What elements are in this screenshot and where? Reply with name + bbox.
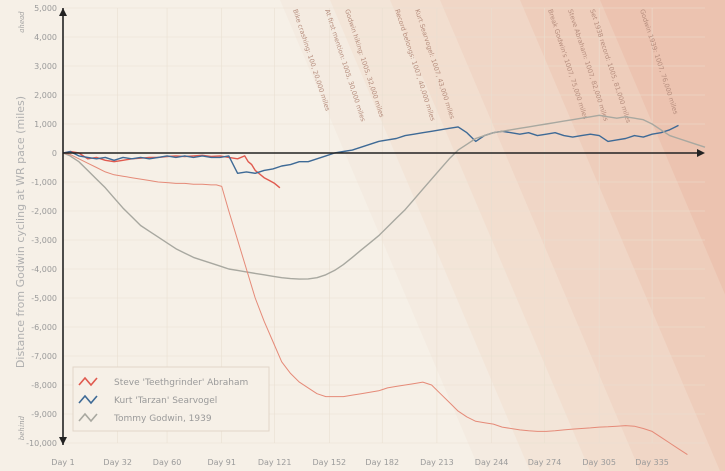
y-tick-label: 4,000 — [34, 33, 57, 42]
x-tick-label: Day 182 — [365, 458, 399, 467]
y-axis-label: Distance from Godwin cycling at WR pace … — [14, 96, 27, 368]
side-label-behind: behind — [18, 415, 26, 440]
y-tick-label: -1,000 — [31, 178, 57, 187]
x-tick-label: Day 1 — [51, 458, 74, 467]
series-lines — [62, 114, 706, 456]
x-tick-label: Day 213 — [420, 458, 454, 467]
y-tick-label: 2,000 — [34, 91, 57, 100]
y-tick-label: -2,000 — [31, 207, 57, 216]
x-tick-label: Day 305 — [582, 458, 616, 467]
legend-swatch — [78, 412, 98, 423]
series-line — [62, 114, 706, 280]
x-tick-label: Day 244 — [475, 458, 509, 467]
y-tick-label: -10,000 — [26, 439, 57, 448]
legend-swatch — [78, 394, 98, 405]
legend-box — [72, 366, 270, 432]
x-tick-label: Day 91 — [207, 458, 236, 467]
tick-labels: Day 1 Day 32 Day 60 Day 91 Day 121 Day 152 Day… — [26, 4, 669, 467]
legend-label: Kurt 'Tarzan' Searvogel — [114, 396, 217, 406]
zero-line-arrow — [697, 149, 705, 157]
y-tick-label: -4,000 — [31, 265, 57, 274]
y-tick-label: -6,000 — [31, 323, 57, 332]
y-tick-label: -3,000 — [31, 236, 57, 245]
legend-swatch — [78, 376, 98, 387]
series-line — [62, 124, 679, 174]
x-tick-label: Day 274 — [528, 458, 562, 467]
series-line — [62, 152, 688, 456]
x-tick-label: Day 32 — [103, 458, 132, 467]
y-tick-label: -5,000 — [31, 294, 57, 303]
y-axis-arrow-bottom — [59, 437, 67, 445]
y-tick-label: -9,000 — [31, 410, 57, 419]
y-tick-label: 3,000 — [34, 62, 57, 71]
axes — [59, 8, 705, 445]
x-tick-label: Day 335 — [635, 458, 669, 467]
y-tick-label: 0 — [52, 149, 57, 158]
side-label-ahead: ahead — [18, 11, 26, 33]
y-tick-label: -7,000 — [31, 352, 57, 361]
y-tick-label: 5,000 — [34, 4, 57, 13]
y-axis-arrow-top — [59, 8, 67, 16]
legend-label: Tommy Godwin, 1939 — [113, 414, 212, 424]
y-tick-label: -8,000 — [31, 381, 57, 390]
legend: Steve 'Teethgrinder' Abraham Kurt 'Tarzan… — [72, 366, 270, 432]
legend-label: Steve 'Teethgrinder' Abraham — [114, 378, 248, 388]
background-band — [600, 0, 725, 471]
y-tick-label: 1,000 — [34, 120, 57, 129]
x-tick-label: Day 60 — [153, 458, 182, 467]
x-tick-label: Day 152 — [313, 458, 347, 467]
x-tick-label: Day 121 — [258, 458, 292, 467]
